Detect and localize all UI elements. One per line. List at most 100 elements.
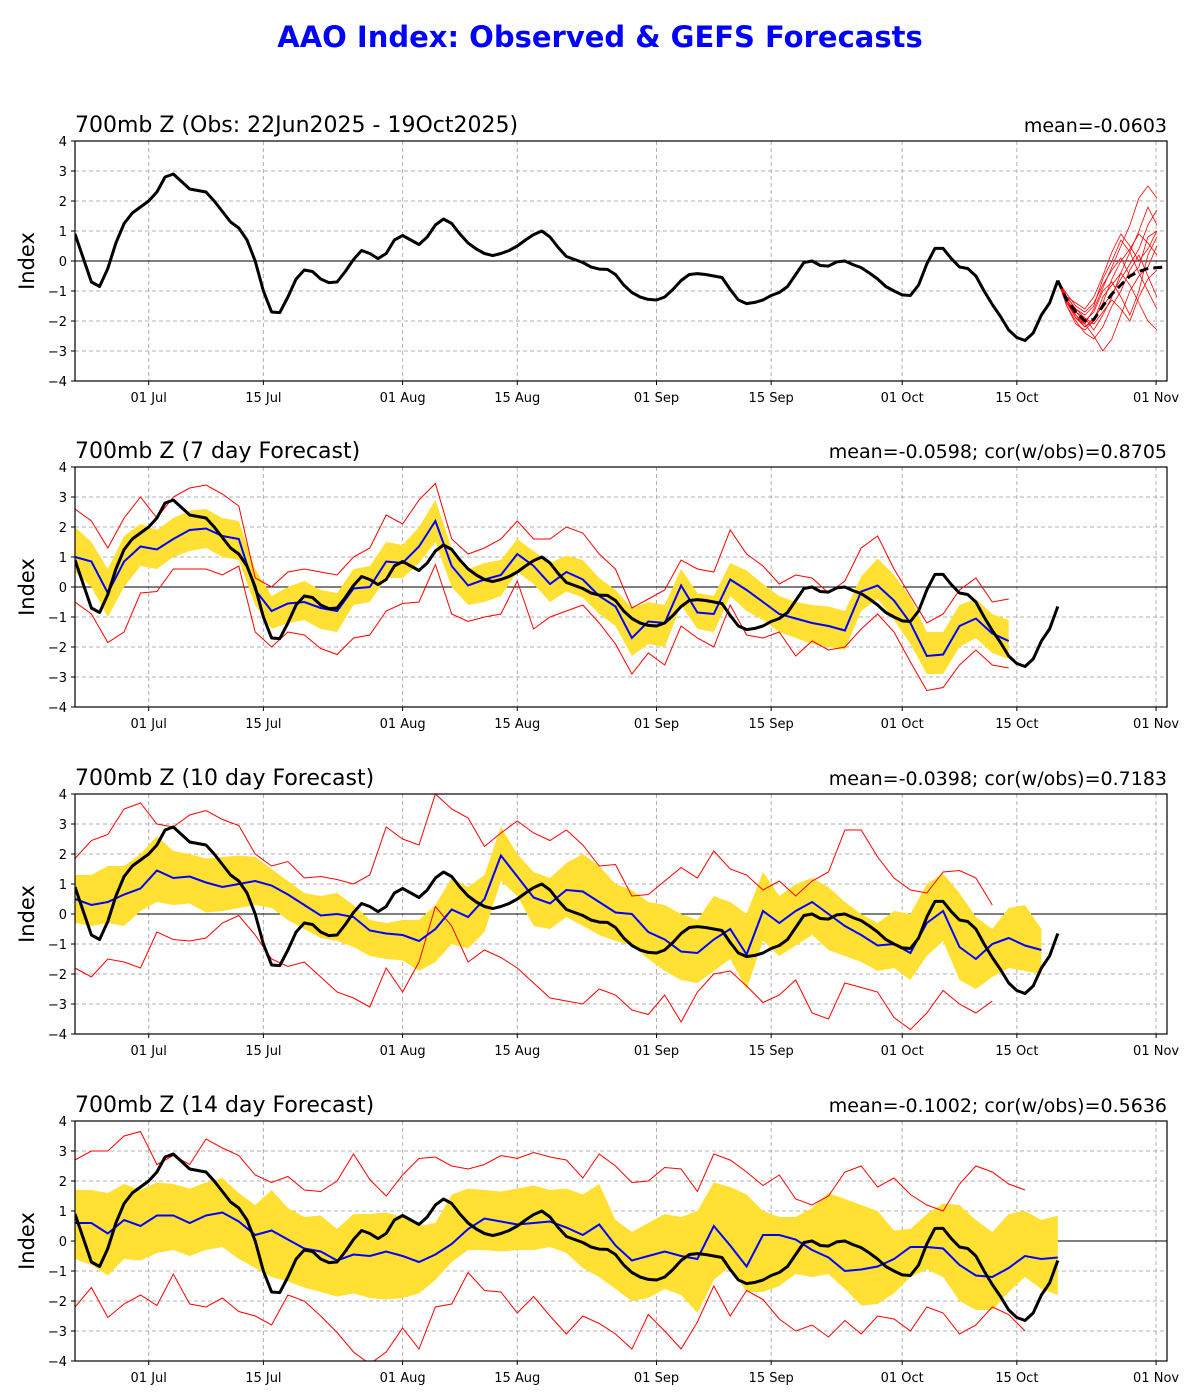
ytick-label: −2 xyxy=(48,1295,67,1310)
ytick-label: 3 xyxy=(59,818,67,833)
panel-stat: mean=-0.0398; cor(w/obs)=0.7183 xyxy=(829,768,1167,790)
panel-title: 700mb Z (Obs: 22Jun2025 - 19Oct2025) xyxy=(75,113,518,138)
xtick-label: 15 Aug xyxy=(494,717,540,732)
ytick-label: 3 xyxy=(59,1145,67,1160)
ensemble-max-line xyxy=(75,794,993,906)
ytick-label: −4 xyxy=(48,1355,67,1370)
main-title: AAO Index: Observed & GEFS Forecasts xyxy=(277,20,923,54)
spread-band xyxy=(75,500,1009,674)
ytick-label: 2 xyxy=(59,521,67,536)
xtick-label: 15 Oct xyxy=(995,1371,1038,1386)
ytick-label: −3 xyxy=(48,345,67,360)
ytick-label: −4 xyxy=(48,1028,67,1043)
ytick-label: 4 xyxy=(59,461,67,476)
ytick-label: 0 xyxy=(59,908,67,923)
xtick-label: 01 Jul xyxy=(131,717,167,732)
xtick-label: 15 Jul xyxy=(245,1044,281,1059)
ytick-label: 1 xyxy=(59,551,67,566)
xtick-label: 01 Sep xyxy=(634,1044,679,1059)
ensemble-min-line xyxy=(75,905,993,1031)
xtick-label: 15 Sep xyxy=(749,391,794,406)
ensemble-member-line xyxy=(1057,230,1158,313)
xtick-label: 01 Aug xyxy=(380,717,426,732)
ytick-label: 1 xyxy=(59,225,67,240)
ensemble-member-line xyxy=(1057,254,1158,340)
plot-area xyxy=(75,1130,1060,1361)
xtick-label: 15 Oct xyxy=(995,391,1038,406)
xtick-label: 15 Aug xyxy=(494,1044,540,1059)
plot-area xyxy=(75,794,1060,1031)
ytick-label: −2 xyxy=(48,315,67,330)
y-axis-label: Index xyxy=(15,885,39,943)
ensemble-member-line xyxy=(1057,239,1158,316)
ytick-label: 2 xyxy=(59,195,67,210)
ensemble-member-line xyxy=(1057,185,1158,325)
panel-stat: mean=-0.0598; cor(w/obs)=0.8705 xyxy=(829,441,1167,463)
xtick-label: 15 Oct xyxy=(995,717,1038,732)
ytick-label: −1 xyxy=(48,938,67,953)
plot-area xyxy=(75,172,1166,352)
ensemble-max-line xyxy=(75,1130,1026,1212)
observed-line xyxy=(75,825,1060,995)
ytick-label: 0 xyxy=(59,255,67,270)
xtick-label: 01 Aug xyxy=(380,1044,426,1059)
xtick-label: 01 Nov xyxy=(1133,1371,1179,1386)
xtick-label: 01 Oct xyxy=(881,391,924,406)
y-axis-label: Index xyxy=(15,232,39,290)
panel-2: 4 3 2 1 0 −1 −2 −3 −4 01 Jul 15 Jul 01 Aug 15 Aug 01 … xyxy=(15,439,1179,732)
ensemble-max-line xyxy=(75,482,1009,624)
ensemble-member-line xyxy=(1057,230,1158,310)
ytick-label: −3 xyxy=(48,1325,67,1340)
observed-line xyxy=(75,498,1060,668)
xtick-label: 01 Jul xyxy=(131,1044,167,1059)
spread-band xyxy=(75,827,1042,989)
observed-line xyxy=(75,172,1060,342)
ytick-label: 4 xyxy=(59,135,67,150)
panel-stat: mean=-0.1002; cor(w/obs)=0.5636 xyxy=(829,1095,1167,1117)
ytick-label: −1 xyxy=(48,1265,67,1280)
ensemble-mean-line xyxy=(75,518,1010,658)
panel-1: 4 3 2 1 0 −1 −2 −3 −4 01 Jul 15 Jul 01 Aug 15 Aug 01 … xyxy=(15,113,1179,406)
ytick-label: 0 xyxy=(59,581,67,596)
ensemble-min-line xyxy=(75,1271,1026,1361)
ensemble-mean-line xyxy=(75,1211,1058,1279)
xtick-label: 01 Aug xyxy=(380,1371,426,1386)
xtick-label: 01 Nov xyxy=(1133,391,1179,406)
xtick-label: 15 Sep xyxy=(749,1371,794,1386)
ytick-label: −2 xyxy=(48,968,67,983)
ytick-label: 1 xyxy=(59,1205,67,1220)
xtick-label: 01 Nov xyxy=(1133,717,1179,732)
ytick-label: 3 xyxy=(59,165,67,180)
panel-title: 700mb Z (14 day Forecast) xyxy=(75,1093,374,1118)
xtick-label: 01 Jul xyxy=(131,1371,167,1386)
ytick-label: 4 xyxy=(59,1115,67,1130)
ytick-label: −1 xyxy=(48,611,67,626)
ytick-label: −2 xyxy=(48,641,67,656)
xtick-label: 01 Oct xyxy=(881,1044,924,1059)
xtick-label: 01 Sep xyxy=(634,1371,679,1386)
xtick-label: 15 Jul xyxy=(245,717,281,732)
xtick-label: 15 Aug xyxy=(494,1371,540,1386)
observed-line xyxy=(75,1152,1060,1322)
ytick-label: 0 xyxy=(59,1235,67,1250)
ensemble-mean-line xyxy=(75,853,1042,961)
xtick-label: 15 Sep xyxy=(749,717,794,732)
ensemble-member-line xyxy=(1057,272,1158,331)
y-axis-label: Index xyxy=(15,1212,39,1270)
ytick-label: 4 xyxy=(59,788,67,803)
ytick-label: −4 xyxy=(48,375,67,390)
xtick-label: 01 Sep xyxy=(634,717,679,732)
ytick-label: 2 xyxy=(59,848,67,863)
ytick-label: −1 xyxy=(48,285,67,300)
panel-3: 4 3 2 1 0 −1 −2 −3 −4 01 Jul 15 Jul 01 Aug 15 Aug 01 … xyxy=(15,766,1179,1059)
ytick-label: −4 xyxy=(48,701,67,716)
plot-area xyxy=(75,482,1060,692)
y-axis-label: Index xyxy=(15,558,39,616)
xtick-label: 01 Sep xyxy=(634,391,679,406)
ensemble-member-line xyxy=(1057,209,1158,328)
ytick-label: 1 xyxy=(59,878,67,893)
xtick-label: 15 Jul xyxy=(245,391,281,406)
xtick-label: 15 Jul xyxy=(245,1371,281,1386)
panel-title: 700mb Z (7 day Forecast) xyxy=(75,439,360,464)
